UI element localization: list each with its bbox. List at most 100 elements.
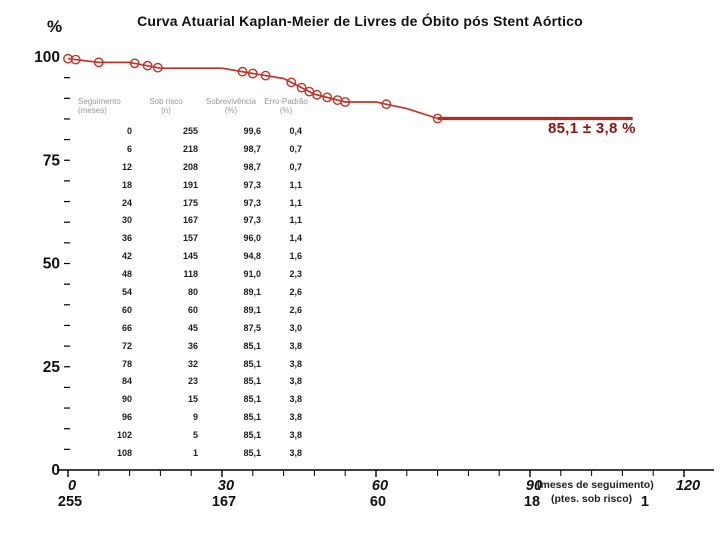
table-cell: 97,3 [243,197,261,208]
table-cell: 42 [121,251,132,262]
table-cell: 5 [192,430,198,441]
table-cell: 91,0 [243,269,261,280]
table-cell: 1,1 [289,215,302,226]
table-cell: 3,8 [289,340,302,351]
censor-marks [63,53,443,124]
svg-text:0: 0 [51,462,60,479]
svg-text:100: 100 [34,49,60,66]
table-cell: 24 [121,197,132,208]
table-cell: 0 [126,126,132,136]
table-cell: 84 [121,376,132,387]
table-cell: 85,1 [243,412,261,423]
at-risk-counts: 255 167 60 18 1 [58,494,649,510]
table-cell: 1,6 [289,251,302,262]
y-axis-unit-label: % [47,17,63,36]
svg-text:75: 75 [43,152,61,169]
table-cell: 36 [187,340,198,351]
table-cell: 60 [121,304,132,315]
table-cell: 255 [182,126,198,136]
svg-text:1: 1 [641,494,649,510]
svg-text:25: 25 [43,359,61,376]
table-cell: 3,0 [289,322,302,333]
svg-text:167: 167 [212,494,236,510]
table-cell: 157 [182,233,198,244]
table-cell: 2,6 [289,287,302,298]
table-cell: 9 [192,412,198,423]
table-cell: 90 [121,394,132,405]
table-cell: 1,1 [289,179,302,190]
table-header: Erro-Padrão (%) [264,97,308,115]
table-header: Sob risco (n) [149,97,183,115]
table-cell: 89,1 [243,304,261,315]
table-cell: 45 [187,322,198,333]
table-cell: 102 [116,430,132,441]
table-cell: 2,3 [289,269,302,280]
svg-text:18: 18 [524,494,540,510]
table-cell: 218 [182,143,198,154]
x-axis-note-at-risk: (ptes. sob risco) [551,493,633,505]
table-cell: 0,4 [289,126,302,136]
table-cell: 145 [182,251,198,262]
table-cell: 3,8 [289,412,302,423]
table-cell: 208 [182,161,198,172]
table-cell: 108 [116,448,132,459]
table-cell: 6 [126,143,132,154]
svg-text:50: 50 [43,256,60,273]
table-cell: 60 [187,304,198,315]
table-cell: 85,1 [243,340,261,351]
table-cell: 85,1 [243,376,261,387]
table-cell: 85,1 [243,358,261,369]
svg-text:60: 60 [370,494,386,510]
svg-text:90: 90 [526,478,542,494]
table-cell: 72 [121,340,132,351]
table-cell: 97,3 [243,179,261,190]
table-cell: 78 [121,358,132,369]
table-cell: 1 [192,448,198,459]
svg-text:120: 120 [676,478,700,494]
table-cell: 48 [121,269,132,280]
table-cell: 97,3 [243,215,261,226]
table-cell: 1,4 [289,233,302,244]
table-cell: 98,7 [243,161,261,172]
km-curve [67,57,633,121]
table-cell: 96 [121,412,132,423]
table-cell: 3,8 [289,448,302,459]
table-cell: 99,6 [243,126,261,136]
table-cell: 3,8 [289,430,302,441]
chart-title: Curva Atuarial Kaplan-Meier de Livres de… [137,13,583,29]
table-cell: 98,7 [243,143,261,154]
table-cell: 66 [121,322,132,333]
table-header: Sobrevivência (%) [205,97,257,115]
y-axis: 100 75 50 25 0 [34,49,70,479]
table-cell: 0,7 [289,143,302,154]
x-axis: 0 30 60 90 120 [57,469,714,494]
table-cell: 87,5 [243,322,261,333]
svg-text:255: 255 [58,494,82,510]
table-cell: 54 [121,287,132,298]
table-cell: 0,7 [289,161,302,172]
table-cell: 167 [182,215,198,226]
table-cell: 3,8 [289,376,302,387]
table-cell: 3,8 [289,394,302,405]
table-cell: 85,1 [243,430,261,441]
survival-table: Seguimento (meses) Sob risco (n) Sobrevivê… [78,97,308,463]
svg-text:30: 30 [218,478,234,494]
x-axis-note-months: (meses de seguimento) [537,479,654,491]
table-cell: 85,1 [243,448,261,459]
table-cell: 96,0 [243,233,261,244]
table-header: Seguimento (meses) [78,97,121,115]
table-cell: 191 [182,179,198,190]
table-cell: 3,8 [289,358,302,369]
table-cell: 15 [187,394,198,405]
table-cell: 36 [121,233,132,244]
table-cell: 12 [121,161,132,172]
table-cell: 94,8 [243,251,261,262]
table-cell: 2,6 [289,304,302,315]
table-cell: 118 [183,269,198,280]
table-cell: 30 [121,215,132,226]
svg-text:60: 60 [372,478,388,494]
table-cell: 32 [187,358,198,369]
table-cell: 175 [182,197,198,208]
table-cell: 80 [187,287,198,298]
